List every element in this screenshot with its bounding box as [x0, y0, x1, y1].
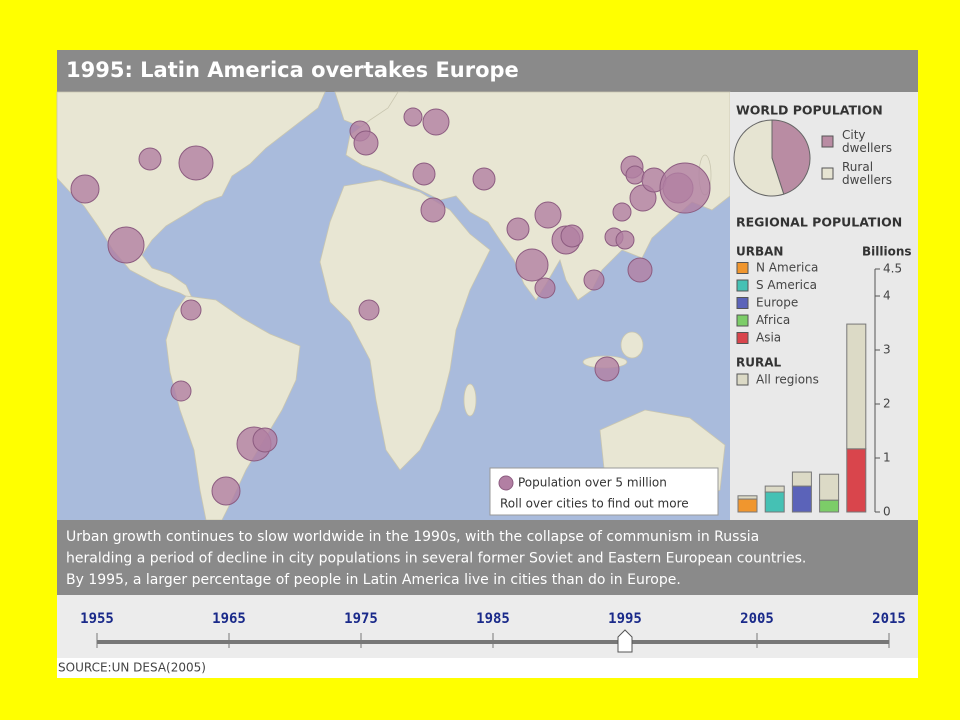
city[interactable]	[515, 248, 549, 282]
city[interactable]	[534, 201, 562, 229]
pie-slice	[733, 119, 785, 197]
timeline-year[interactable]: 1985	[476, 611, 510, 627]
city[interactable]	[422, 108, 450, 136]
bar-rural	[846, 323, 867, 450]
legend-swatch	[736, 279, 749, 292]
timeline-year[interactable]: 2015	[872, 611, 906, 627]
legend-swatch	[821, 167, 834, 180]
legend-label: Rural dwellers	[842, 160, 893, 187]
city[interactable]	[170, 380, 192, 402]
y-axis-label: Billions	[862, 245, 912, 259]
madagascar	[463, 383, 477, 417]
city[interactable]	[178, 145, 214, 181]
city[interactable]	[420, 197, 446, 223]
city[interactable]	[627, 257, 653, 283]
bar-urban	[737, 498, 758, 513]
map-hint: Roll over cities to find out more	[500, 497, 689, 511]
city[interactable]	[615, 230, 635, 250]
legend-label: City dwellers	[842, 128, 893, 155]
city[interactable]	[358, 299, 380, 321]
bar-urban	[791, 485, 812, 513]
pie-title: WORLD POPULATION	[736, 103, 883, 118]
bar-rural	[764, 485, 785, 493]
timeline-year[interactable]: 1955	[80, 611, 114, 627]
timeline-handle[interactable]	[617, 629, 633, 653]
source: SOURCE:UN DESA(2005)	[58, 661, 206, 675]
city[interactable]	[70, 174, 100, 204]
legend-label: Europe	[756, 296, 798, 310]
bar-rural	[819, 473, 840, 501]
rural-heading: RURAL	[736, 356, 782, 370]
bar-urban	[846, 448, 867, 513]
legend-swatch	[736, 262, 749, 274]
y-tick-label: 3	[883, 343, 891, 357]
bar-rural	[737, 495, 758, 500]
legend-swatch	[821, 135, 834, 148]
y-tick-label: 4	[883, 289, 891, 303]
borneo	[620, 331, 644, 359]
y-tick-label: 2	[883, 397, 891, 411]
timeline-year[interactable]: 2005	[740, 611, 774, 627]
description-line: By 1995, a larger percentage of people i…	[66, 572, 681, 588]
title-bar	[57, 50, 918, 92]
timeline-year[interactable]: 1965	[212, 611, 246, 627]
city[interactable]	[560, 224, 584, 248]
pie-slice	[771, 119, 811, 195]
city[interactable]	[583, 269, 605, 291]
city[interactable]	[180, 299, 202, 321]
city[interactable]	[472, 167, 496, 191]
city[interactable]	[594, 356, 620, 382]
bar-urban	[819, 499, 840, 513]
city[interactable]	[534, 277, 556, 299]
bar-rural	[791, 471, 812, 487]
description-line: heralding a period of decline in city po…	[66, 551, 806, 567]
legend-label: All regions	[756, 373, 819, 387]
eurasia	[345, 91, 731, 301]
legend-label: Africa	[756, 313, 790, 327]
timeline-year[interactable]: 1995	[608, 611, 642, 627]
africa	[319, 179, 491, 471]
map-legend	[489, 467, 719, 516]
timeline-year[interactable]: 1975	[344, 611, 378, 627]
y-tick-label: 1	[883, 451, 891, 465]
bar-title: REGIONAL POPULATION	[736, 215, 902, 230]
y-tick-label: 0	[883, 505, 891, 519]
city[interactable]	[252, 427, 278, 453]
legend-label: S America	[756, 278, 817, 292]
legend-city-marker	[498, 475, 514, 491]
y-tick-label: 4.5	[883, 262, 902, 276]
map-legend-label: Population over 5 million	[518, 476, 667, 490]
city[interactable]	[506, 217, 530, 241]
city[interactable]	[138, 147, 162, 171]
description-line: Urban growth continues to slow worldwide…	[66, 529, 759, 545]
city[interactable]	[659, 162, 711, 214]
city[interactable]	[625, 165, 645, 185]
city[interactable]	[612, 202, 632, 222]
city[interactable]	[211, 476, 241, 506]
legend-swatch	[736, 332, 749, 344]
legend-swatch	[736, 373, 749, 386]
legend-swatch	[736, 314, 749, 327]
legend-label: N America	[756, 261, 818, 275]
timeline	[57, 595, 918, 658]
legend-label: Asia	[756, 331, 781, 345]
map: Population over 5 million Roll over citi…	[56, 91, 731, 521]
city[interactable]	[412, 162, 436, 186]
urban-heading: URBAN	[736, 245, 783, 259]
city[interactable]	[353, 130, 379, 156]
legend-swatch	[736, 297, 749, 309]
city[interactable]	[107, 226, 145, 264]
title: 1995: Latin America overtakes Europe	[66, 58, 519, 82]
description-bar	[57, 520, 918, 595]
city[interactable]	[403, 107, 423, 127]
bar-urban	[764, 491, 785, 513]
